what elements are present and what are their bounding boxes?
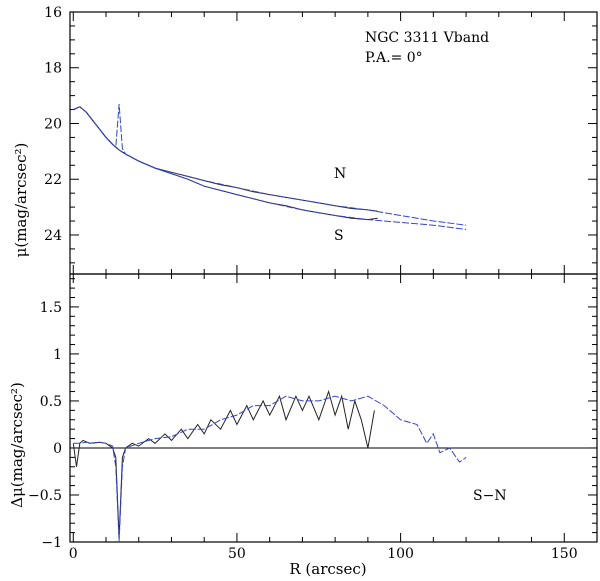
bottom-ytick-label: −1 xyxy=(41,535,62,551)
bottom-series-s-n-blue xyxy=(73,395,467,543)
top-series-n-black xyxy=(73,106,378,212)
bottom-ytick-label: 0.5 xyxy=(40,394,62,410)
top-panel: 16 18 20 22 24 xyxy=(44,5,598,275)
bottom-ytick-label: 1.5 xyxy=(40,300,62,316)
top-series-s-black xyxy=(73,106,378,221)
top-ytick-label: 16 xyxy=(44,5,62,21)
top-series-n-blue xyxy=(73,103,467,226)
xtick-label: 50 xyxy=(228,546,246,562)
bottom-ytick-label: 1 xyxy=(53,347,62,363)
top-ytick-label: 20 xyxy=(44,116,62,132)
pa-annotation: P.A.= 0° xyxy=(365,50,423,66)
top-y-axis-title: μ(mag/arcsec²) xyxy=(12,143,30,258)
bottom-frame xyxy=(69,273,598,543)
top-ytick-label: 24 xyxy=(44,228,62,244)
bottom-ytick-label: −0.5 xyxy=(28,488,62,504)
bottom-series-s-n-black xyxy=(72,389,375,538)
x-axis-title: R (arcsec) xyxy=(289,560,366,578)
s-minus-n-label: S−N xyxy=(473,488,507,504)
chart-title-annotation: NGC 3311 Vband xyxy=(365,30,489,46)
south-label: S xyxy=(334,228,344,244)
xtick-label: 150 xyxy=(551,546,578,562)
bottom-ytick-label: 0 xyxy=(53,441,62,457)
top-ytick-label: 18 xyxy=(44,61,62,77)
xtick-label: 100 xyxy=(387,546,414,562)
north-label: N xyxy=(334,166,346,182)
bottom-y-axis-title: Δμ(mag/arcsec²) xyxy=(8,382,26,508)
xtick-label: 0 xyxy=(69,546,78,562)
top-series-s-blue xyxy=(73,106,467,230)
top-ytick-label: 22 xyxy=(44,172,62,188)
bottom-panel: −1 −0.5 0 0.5 1 1.5 0 50 100 150 xyxy=(28,273,598,562)
